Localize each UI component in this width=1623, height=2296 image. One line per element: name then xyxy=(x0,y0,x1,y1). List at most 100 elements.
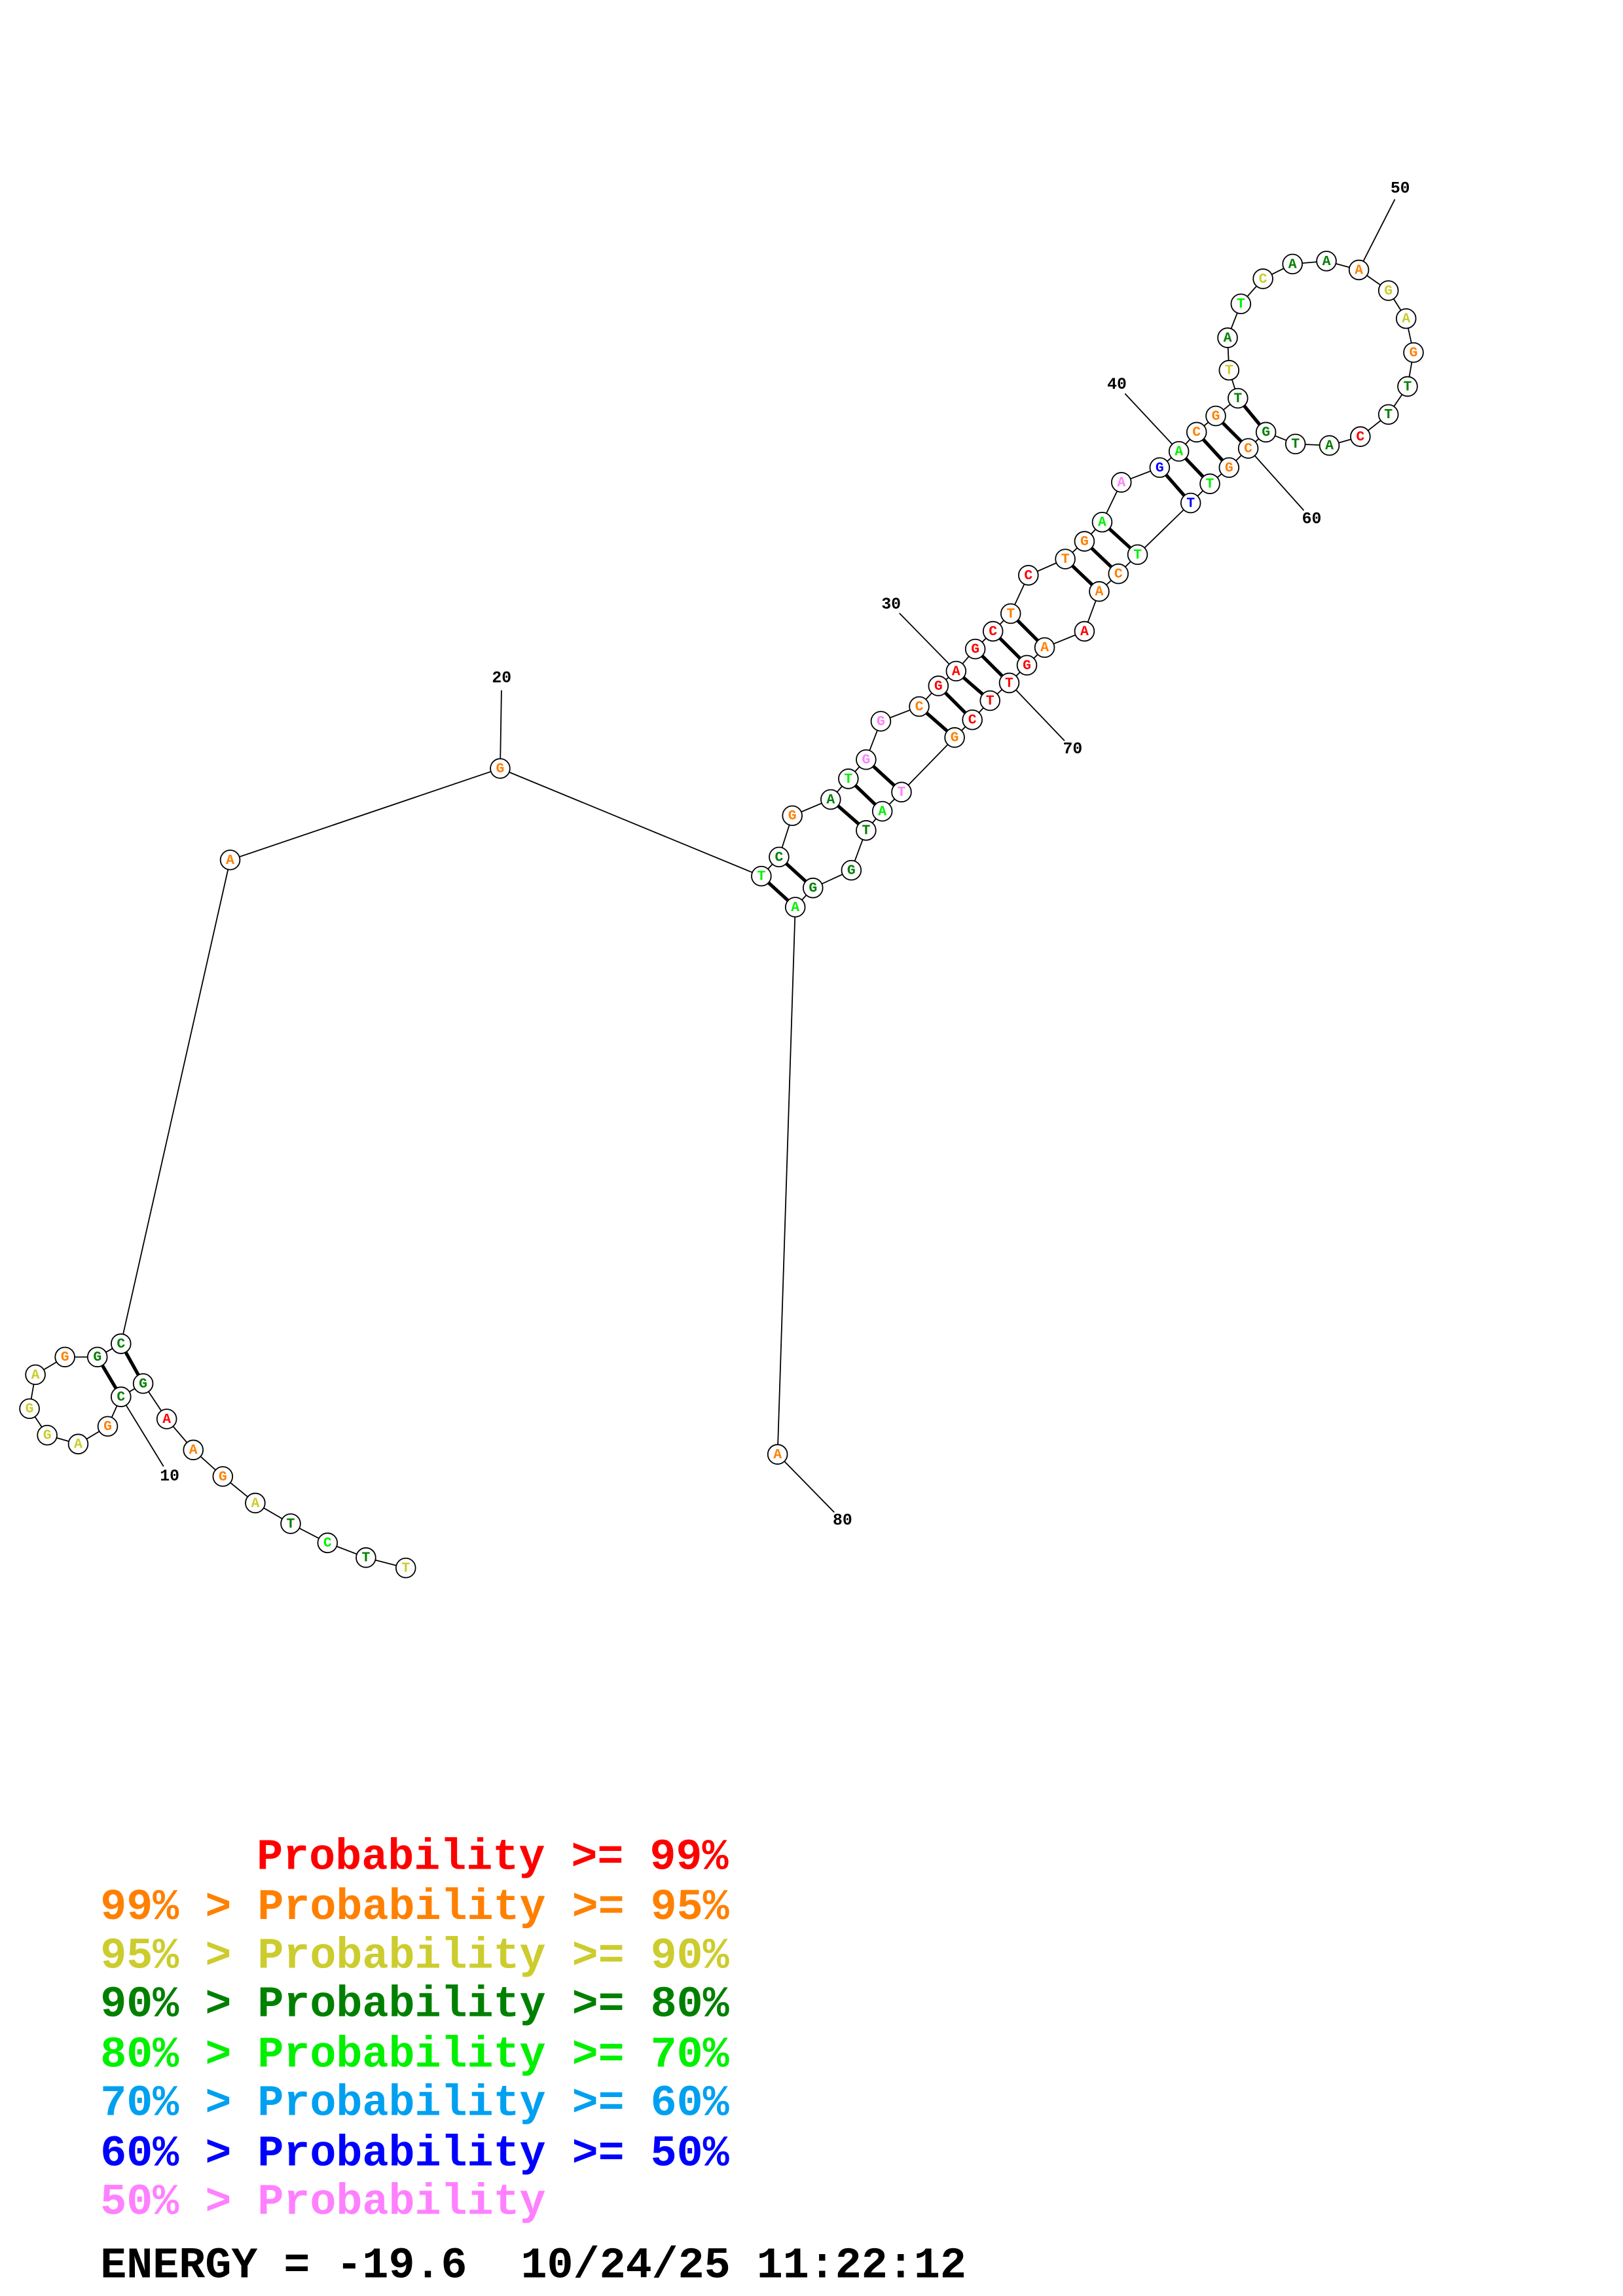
nucleotide-78: G xyxy=(802,877,824,899)
nucleotide-base: G xyxy=(847,863,856,879)
nucleotide-6: G xyxy=(212,1466,234,1487)
legend-entry-p70: 80% > Probability >= 70% xyxy=(100,2030,729,2080)
nucleotide-base: A xyxy=(773,1447,782,1463)
nucleotide-base: C xyxy=(117,1336,125,1352)
nucleotide-16: G xyxy=(54,1346,75,1368)
nucleotide-5: A xyxy=(245,1492,266,1514)
position-label: 70 xyxy=(1063,740,1083,759)
nucleotide-base: T xyxy=(1225,363,1233,379)
nucleotide-base: T xyxy=(757,869,765,885)
nucleotide-70: T xyxy=(998,672,1020,694)
nucleotide-base: T xyxy=(844,772,852,787)
nucleotide-base: A xyxy=(878,804,886,819)
nucleotide-circle xyxy=(1110,472,1132,493)
nucleotide-circle xyxy=(111,1386,132,1407)
nucleotide-circle xyxy=(944,727,965,748)
nucleotide-circle xyxy=(1091,512,1113,533)
nucleotide-circle xyxy=(1089,581,1110,602)
nucleotide-73: G xyxy=(944,727,965,748)
nucleotide-base: T xyxy=(898,785,906,800)
nucleotide-20: G xyxy=(490,758,511,779)
nucleotide-79: A xyxy=(784,897,806,918)
nucleotide-circle xyxy=(856,820,877,841)
nucleotide-58: T xyxy=(1285,433,1306,455)
nucleotide-32: C xyxy=(982,620,1004,642)
nucleotide-69: G xyxy=(1016,655,1038,676)
backbone-segment xyxy=(901,737,955,793)
position-label: 80 xyxy=(833,1511,852,1530)
nucleotide-21: T xyxy=(751,865,772,887)
nucleotide-9: G xyxy=(132,1373,154,1394)
nucleotide-circle xyxy=(962,709,983,730)
nucleotide-63: T xyxy=(1180,492,1201,514)
nucleotide-47: C xyxy=(1252,268,1273,289)
nucleotide-circle xyxy=(1397,376,1418,397)
nucleotide-10: C xyxy=(111,1386,132,1407)
nucleotide-71: T xyxy=(979,690,1000,711)
backbone-segment xyxy=(120,859,231,1344)
nucleotide-circle xyxy=(751,865,772,887)
position-label-leader xyxy=(1358,199,1396,270)
nucleotide-circle xyxy=(280,1513,301,1534)
nucleotide-circle xyxy=(1127,544,1148,565)
nucleotide-base: C xyxy=(1114,567,1123,583)
nucleotide-base: T xyxy=(1206,476,1214,492)
position-label: 60 xyxy=(1302,510,1322,528)
nucleotide-circle xyxy=(841,859,862,881)
nucleotide-base: T xyxy=(1237,296,1245,312)
nucleotide-circle xyxy=(1074,531,1095,552)
nucleotide-base: T xyxy=(1005,675,1013,691)
nucleotide-68: A xyxy=(1034,637,1055,658)
nucleotide-circle xyxy=(1149,457,1171,478)
position-label-leader xyxy=(1247,448,1305,511)
nucleotide-base: G xyxy=(971,641,979,657)
nucleotide-circle xyxy=(856,749,877,770)
position-label-leader xyxy=(1008,682,1065,742)
nucleotide-base: T xyxy=(1006,606,1015,622)
nucleotide-circle xyxy=(769,846,790,868)
nucleotide-base: G xyxy=(809,881,817,897)
legend-entry-p99: Probability >= 99% xyxy=(257,1833,729,1882)
nucleotide-base: A xyxy=(952,664,960,679)
nucleotide-62: T xyxy=(1199,473,1220,494)
nucleotide-base: C xyxy=(915,699,924,715)
nucleotide-circle xyxy=(1108,563,1129,584)
nucleotide-base: G xyxy=(788,808,797,824)
nucleotide-36: G xyxy=(1074,531,1095,552)
nucleotide-45: A xyxy=(1217,327,1238,348)
position-label-leader xyxy=(1124,393,1180,452)
nucleotide-base: T xyxy=(1186,495,1195,511)
nucleotide-circle xyxy=(1034,637,1055,658)
nucleotide-circle xyxy=(1316,251,1337,272)
nucleotide-64: T xyxy=(1127,544,1148,565)
nucleotide-53: G xyxy=(1403,342,1424,363)
nucleotide-48: A xyxy=(1282,253,1303,275)
nucleotide-base: G xyxy=(61,1350,69,1365)
nucleotide-circle xyxy=(945,660,967,682)
nucleotide-circle xyxy=(1395,308,1417,329)
nucleotide-base: C xyxy=(117,1390,125,1405)
nucleotide-39: G xyxy=(1149,457,1171,478)
position-labels: 10 20 30 40 50 60 70 80 xyxy=(120,179,1410,1530)
nucleotide-49: A xyxy=(1316,251,1337,272)
nucleotide-circle xyxy=(156,1408,177,1429)
nucleotide-8: A xyxy=(156,1408,177,1429)
nucleotide-80: A xyxy=(767,1444,788,1465)
nucleotide-circle xyxy=(871,800,893,822)
nucleotide-22: C xyxy=(769,846,790,868)
nucleotide-base: A xyxy=(74,1437,82,1452)
nucleotide-13: G xyxy=(37,1425,58,1446)
nucleotide-14: G xyxy=(19,1398,40,1419)
nucleotide-base: A xyxy=(1402,312,1410,327)
nucleotide-circle xyxy=(1285,433,1306,455)
nucleotide-base: C xyxy=(1356,429,1364,445)
nucleotide-circle xyxy=(1074,620,1095,642)
nucleotide-41: C xyxy=(1186,422,1207,443)
nucleotide-base: C xyxy=(323,1535,332,1551)
nucleotide-2: T xyxy=(356,1547,376,1568)
nucleotide-base: G xyxy=(1212,408,1220,424)
nucleotide-circle xyxy=(964,638,986,660)
nucleotide-28: C xyxy=(909,696,930,717)
nucleotide-circle xyxy=(1218,457,1240,478)
